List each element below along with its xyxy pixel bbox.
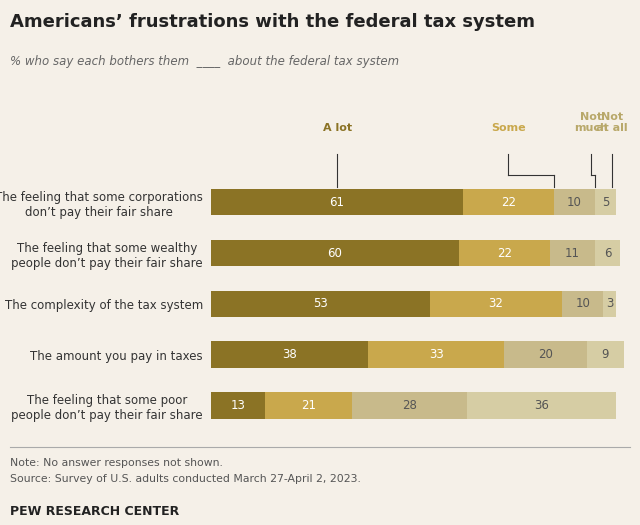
Text: 60: 60 [328,247,342,259]
Text: 22: 22 [497,247,512,259]
Bar [467,392,616,419]
Text: 21: 21 [301,399,316,412]
Bar [211,189,463,215]
Bar [351,392,467,419]
Bar [595,240,620,266]
Bar [595,189,616,215]
Bar [459,240,550,266]
Bar [368,341,504,368]
Text: 3: 3 [606,297,613,310]
Bar [430,291,562,317]
Text: 10: 10 [575,297,590,310]
Text: 36: 36 [534,399,549,412]
Text: PEW RESEARCH CENTER: PEW RESEARCH CENTER [10,505,179,518]
Text: Some: Some [491,123,525,133]
Bar [587,341,624,368]
Text: 10: 10 [567,196,582,209]
Text: Americans’ frustrations with the federal tax system: Americans’ frustrations with the federal… [10,13,534,31]
Bar [504,341,587,368]
Text: Not
much: Not much [574,111,608,133]
Text: 20: 20 [538,348,553,361]
Bar [211,392,265,419]
Text: A lot: A lot [323,123,351,133]
Text: 6: 6 [604,247,611,259]
Bar [211,341,368,368]
Bar [463,189,554,215]
Text: 33: 33 [429,348,444,361]
Text: 13: 13 [230,399,246,412]
Text: 53: 53 [313,297,328,310]
Bar [554,189,595,215]
Text: % who say each bothers them  ____  about the federal tax system: % who say each bothers them ____ about t… [10,55,399,68]
Text: Source: Survey of U.S. adults conducted March 27-April 2, 2023.: Source: Survey of U.S. adults conducted … [10,474,360,484]
Text: Not
at all: Not at all [596,111,627,133]
Bar [211,240,459,266]
Text: 9: 9 [602,348,609,361]
Text: Note: No answer responses not shown.: Note: No answer responses not shown. [10,458,223,468]
Bar [604,291,616,317]
Text: 28: 28 [402,399,417,412]
Text: 38: 38 [282,348,297,361]
Bar [562,291,604,317]
Text: 22: 22 [501,196,516,209]
Text: 61: 61 [330,196,344,209]
Bar [211,291,430,317]
Text: 5: 5 [602,196,609,209]
Text: 32: 32 [488,297,504,310]
Bar [550,240,595,266]
Text: 11: 11 [565,247,580,259]
Bar [265,392,351,419]
